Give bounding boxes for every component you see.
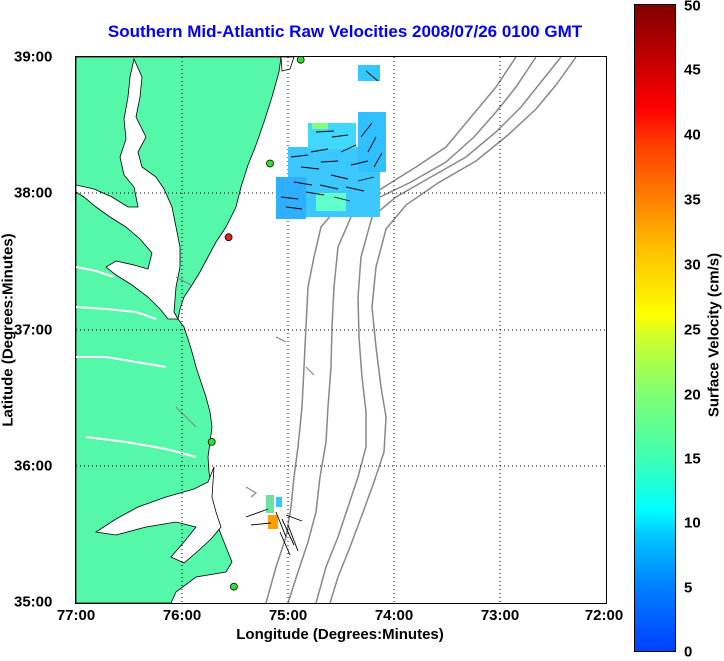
- map-canvas: [76, 57, 606, 603]
- hf-radar-station-marker: [229, 582, 238, 591]
- x-tick-label: 73:00: [480, 607, 520, 624]
- x-axis-label: Longitude (Degrees:Minutes): [236, 626, 444, 643]
- colorbar-tick: 35: [684, 191, 701, 209]
- y-tick-label: 39:00: [14, 48, 53, 66]
- river: [76, 356, 167, 368]
- colorbar-tick: 25: [684, 321, 701, 339]
- velocity-field-south: [266, 495, 282, 529]
- colorbar-tick: 15: [684, 450, 701, 468]
- velocity-field-north: [276, 65, 386, 219]
- colorbar-tick: 45: [684, 61, 701, 79]
- colorbar-tick: 30: [684, 256, 701, 274]
- colorbar-tick: 0: [684, 643, 693, 661]
- y-tick-label: 37:00: [14, 321, 53, 339]
- river: [85, 436, 197, 458]
- colorbar-tick: 20: [684, 386, 701, 404]
- x-tick-label: 74:00: [374, 607, 414, 624]
- colorbar-tick: 40: [684, 126, 701, 144]
- colorbar: [634, 4, 676, 652]
- y-tick-label: 35:00: [14, 593, 53, 611]
- river: [76, 266, 115, 278]
- x-tick-label: 75:00: [268, 607, 308, 624]
- land-mass: [76, 57, 282, 603]
- map-plot-area: [75, 56, 607, 604]
- delaware-bay: [280, 57, 295, 72]
- hf-radar-station-marker: [224, 233, 233, 242]
- x-tick-label: 77:00: [56, 607, 96, 624]
- pamlico-sound: [94, 466, 222, 564]
- colorbar-label: Surface Velocity (cm/s): [705, 252, 723, 418]
- map-title: Southern Mid-Atlantic Raw Velocities 200…: [107, 22, 583, 41]
- river: [76, 306, 157, 320]
- y-tick-label: 38:00: [14, 184, 53, 202]
- x-tick-label: 76:00: [162, 607, 202, 624]
- hf-radar-station-marker: [207, 437, 216, 446]
- isobath-contour: [315, 57, 562, 603]
- isobath-contour: [265, 57, 517, 603]
- isobath-contour: [175, 276, 315, 498]
- y-axis-label: Latitude (Degrees:Minutes): [0, 233, 17, 427]
- chesapeake-bay: [76, 57, 181, 320]
- x-tick-label: 72:00: [584, 607, 624, 624]
- colorbar-tick: 50: [684, 0, 701, 15]
- hf-radar-station-marker: [266, 159, 274, 168]
- isobath-contour: [329, 57, 577, 603]
- isobath-contour: [287, 57, 537, 603]
- velocity-vectors: [245, 70, 383, 556]
- colorbar-tick: 10: [684, 514, 701, 532]
- hf-radar-station-marker: [296, 57, 305, 64]
- y-tick-label: 36:00: [14, 457, 53, 475]
- colorbar-tick: 5: [684, 579, 693, 597]
